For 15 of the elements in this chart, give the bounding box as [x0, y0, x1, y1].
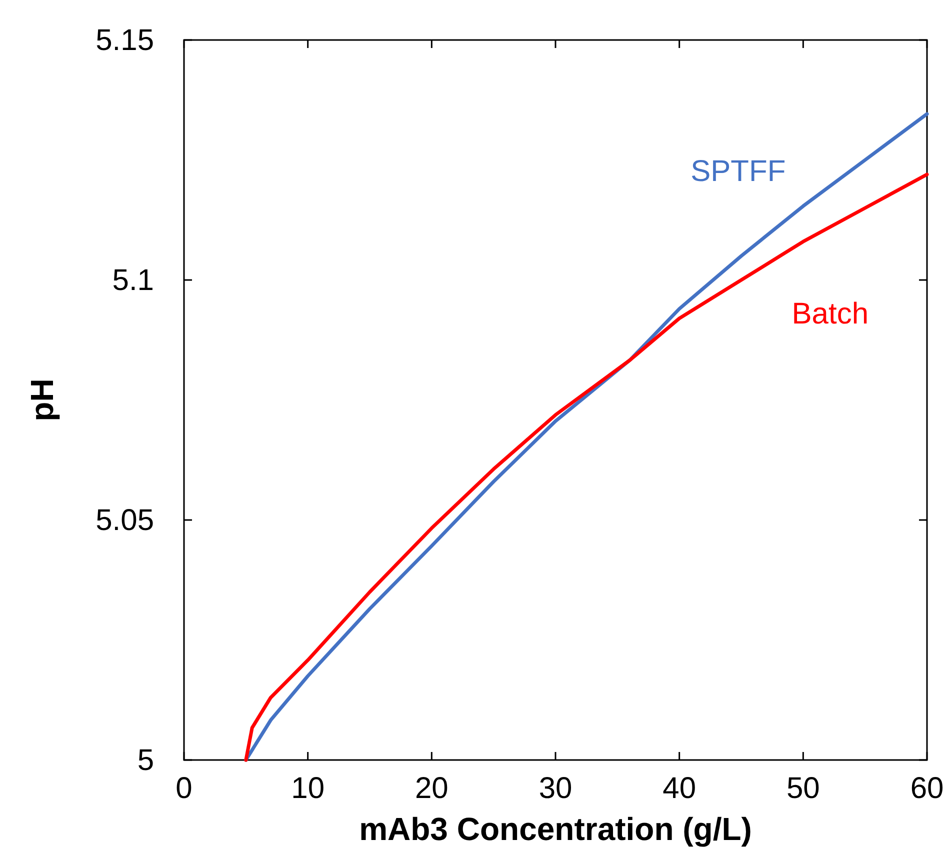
y-tick-label: 5.1: [112, 264, 154, 297]
x-tick-label: 30: [538, 772, 572, 805]
y-tick-label: 5.05: [96, 504, 154, 537]
x-tick-label: 40: [662, 772, 696, 805]
x-tick-label: 0: [176, 772, 192, 805]
y-tick-label: 5.15: [96, 24, 154, 57]
x-axis-title: mAb3 Concentration (g/L): [359, 811, 752, 847]
y-tick-label: 5: [137, 744, 154, 777]
series-label: Batch: [792, 298, 869, 331]
y-axis-title: pH: [24, 378, 60, 422]
x-tick-label: 50: [786, 772, 820, 805]
x-tick-label: 10: [291, 772, 325, 805]
x-tick-label: 20: [414, 772, 448, 805]
x-tick-label: 60: [910, 772, 944, 805]
series-label: SPTFF: [690, 155, 786, 188]
